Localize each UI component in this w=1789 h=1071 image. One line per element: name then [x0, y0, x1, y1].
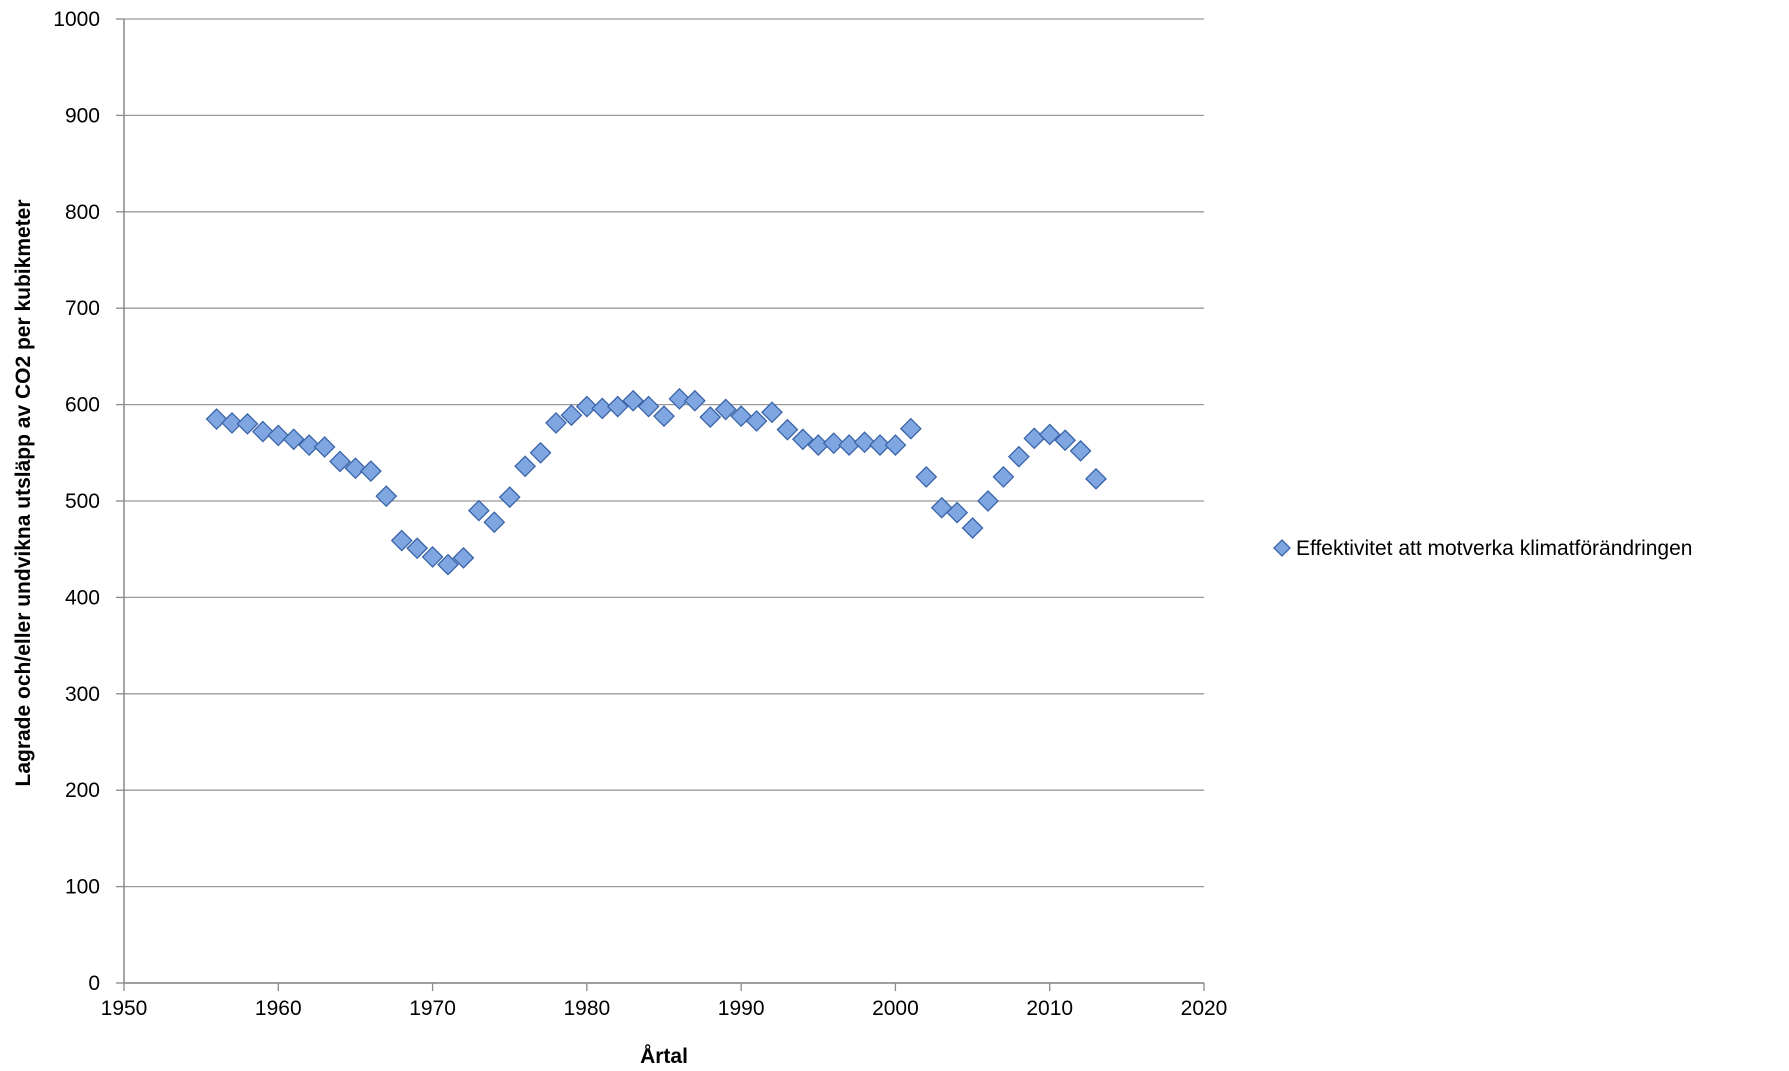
data-point [653, 405, 675, 428]
data-point [1054, 429, 1077, 452]
y-tick-label: 200 [65, 779, 100, 802]
data-point [251, 420, 274, 443]
data-point [745, 410, 768, 432]
y-tick-label: 900 [65, 104, 100, 127]
legend-diamond-icon [1273, 539, 1291, 557]
data-point [1038, 423, 1061, 446]
x-tick-label: 1990 [718, 997, 765, 1020]
data-point [560, 404, 583, 427]
y-tick-label: 800 [65, 201, 100, 224]
y-tick-label: 1000 [53, 8, 100, 31]
data-point [838, 434, 861, 457]
y-tick-label: 100 [65, 876, 100, 899]
data-point [977, 490, 999, 512]
data-point [575, 395, 598, 418]
data-point [344, 457, 367, 480]
y-tick-label: 700 [65, 297, 100, 320]
data-point [714, 398, 737, 421]
y-tick-label: 600 [65, 394, 100, 417]
data-point [267, 424, 290, 447]
y-tick-label: 0 [88, 972, 100, 995]
data-point [730, 405, 753, 428]
data-point [961, 517, 984, 539]
data-point [390, 529, 413, 552]
axes [123, 19, 1205, 991]
x-tick-labels: 1950 1960 1970 1980 1990 2000 2010 2020 [101, 997, 1228, 1020]
data-point [406, 537, 429, 560]
x-tick-label: 2020 [1181, 997, 1228, 1020]
data-point [761, 401, 783, 424]
x-tick-label: 2000 [872, 997, 919, 1020]
data-point [884, 434, 907, 457]
y-tick-label: 300 [65, 683, 100, 706]
x-tick-label: 1960 [255, 997, 302, 1020]
x-tick-label: 1950 [101, 997, 148, 1020]
data-point [1007, 445, 1030, 468]
data-point [452, 546, 475, 569]
data-point [622, 389, 645, 412]
data-points [205, 387, 1107, 576]
data-point [791, 428, 814, 451]
data-point [467, 499, 490, 522]
data-point [298, 434, 321, 457]
data-point [1023, 427, 1046, 450]
data-point [869, 434, 891, 457]
data-point [359, 460, 382, 483]
data-point [683, 389, 706, 412]
data-point [668, 387, 691, 410]
data-point [1085, 467, 1107, 490]
data-point [221, 411, 243, 434]
data-point [1069, 439, 1092, 462]
data-point [205, 408, 228, 430]
data-point [375, 485, 398, 508]
data-point [282, 428, 305, 451]
data-point [421, 545, 444, 568]
data-point [899, 417, 922, 440]
data-point [606, 395, 629, 418]
data-point [329, 450, 351, 473]
data-point [776, 418, 799, 441]
data-point [699, 406, 722, 429]
data-point [822, 432, 845, 455]
data-point [853, 431, 876, 454]
data-point [483, 511, 506, 534]
data-point [637, 395, 660, 418]
gridlines [116, 18, 1204, 984]
y-tick-label: 500 [65, 490, 100, 513]
data-point [498, 486, 521, 509]
data-point [529, 441, 552, 464]
x-tick-label: 1970 [409, 997, 456, 1020]
legend-label: Effektivitet att motverka klimatförändri… [1296, 537, 1692, 560]
data-point [236, 412, 259, 435]
data-point [946, 501, 969, 524]
y-tick-labels: 0 100 200 300 400 500 600 700 800 900 1000 [53, 8, 100, 995]
data-point [313, 436, 336, 458]
y-tick-label: 400 [65, 586, 100, 609]
y-axis-title: Lagrade och/eller undvikna utsläpp av CO… [12, 199, 35, 786]
data-point [915, 465, 938, 488]
data-point [992, 465, 1015, 488]
x-tick-label: 2010 [1026, 997, 1073, 1020]
legend: Effektivitet att motverka klimatförändri… [1273, 537, 1692, 560]
x-axis-title: Årtal [640, 1044, 688, 1068]
data-point [437, 553, 459, 576]
data-point [545, 411, 567, 434]
x-tick-label: 1980 [563, 997, 610, 1020]
data-point [514, 455, 537, 478]
